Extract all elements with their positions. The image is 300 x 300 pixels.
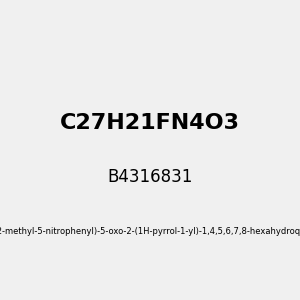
Text: 4-(3-fluorophenyl)-1-(2-methyl-5-nitrophenyl)-5-oxo-2-(1H-pyrrol-1-yl)-1,4,5,6,7: 4-(3-fluorophenyl)-1-(2-methyl-5-nitroph…	[0, 226, 300, 236]
Text: B4316831: B4316831	[107, 168, 193, 186]
Text: C27H21FN4O3: C27H21FN4O3	[60, 113, 240, 133]
